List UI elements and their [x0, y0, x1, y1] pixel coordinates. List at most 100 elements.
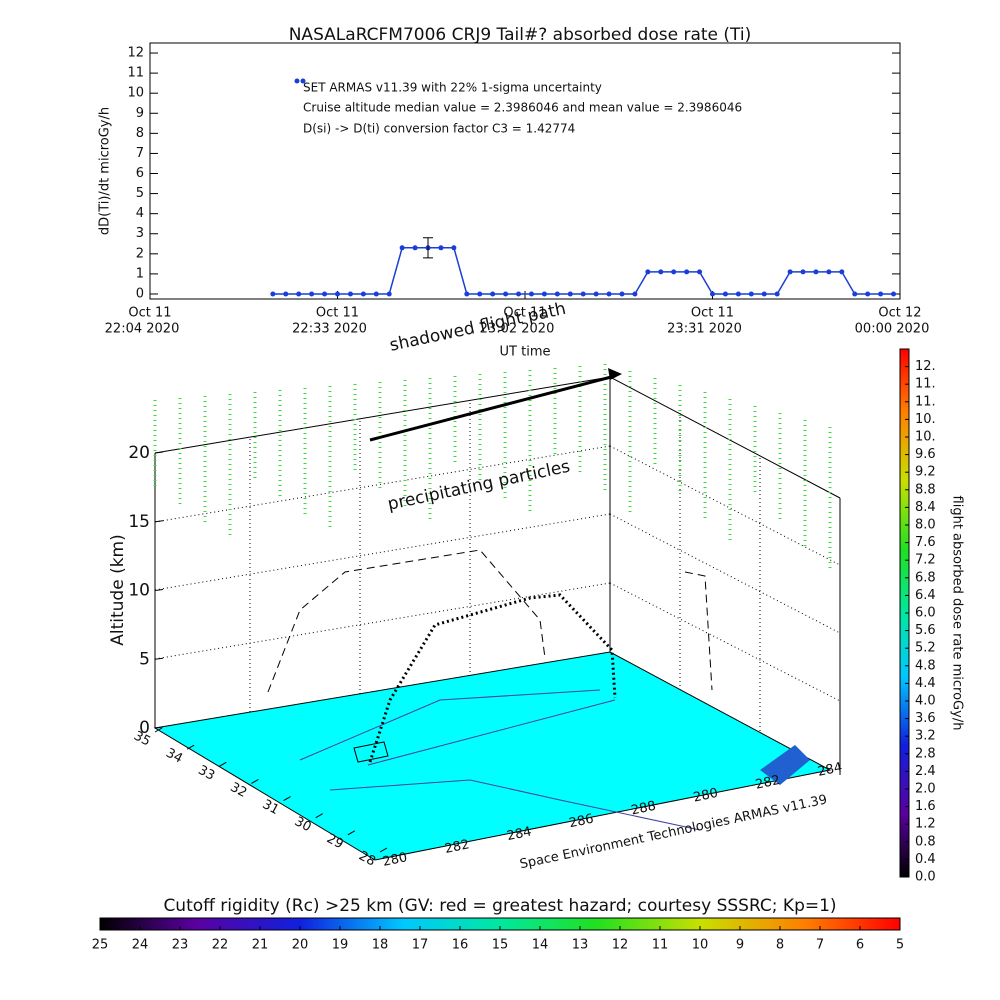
data-point	[826, 269, 832, 275]
legend-label: SET ARMAS v11.39 with 22% 1-sigma uncert…	[303, 81, 602, 95]
shadow-path	[267, 549, 546, 693]
colorbar-tick-label: 16	[452, 938, 469, 953]
coastline	[329, 779, 701, 831]
lon-tick-label: 280	[692, 786, 719, 806]
y-tick-label: 4	[136, 206, 144, 221]
x-axis-label: UT time	[500, 345, 551, 360]
data-point	[774, 291, 780, 297]
y-tick-label: 10	[127, 86, 144, 101]
ground-track	[367, 699, 616, 766]
data-point	[412, 245, 418, 251]
colorbar-tick-label: 20	[292, 938, 309, 953]
flight-path	[368, 593, 617, 763]
lat-tick-label: 31	[260, 797, 282, 818]
data-point	[671, 269, 677, 275]
y-tick-label: 1	[136, 266, 144, 281]
colorbar-tick-label: 24	[132, 938, 149, 953]
colorbar-tick-label: 18	[372, 938, 389, 953]
colorbar-tick-label: 11.	[915, 394, 936, 409]
data-point	[839, 269, 845, 275]
data-point	[541, 291, 547, 297]
data-point	[865, 291, 871, 297]
y-tick-label: 0	[136, 286, 144, 301]
colorbar-tick-label: 0.8	[915, 834, 936, 849]
data-point	[399, 245, 405, 251]
colorbar-tick-label: 21	[252, 938, 269, 953]
lat-tick	[186, 744, 195, 750]
x-tick-label: 23:31 2020	[667, 322, 742, 337]
colorbar-tick-label: 1.2	[915, 817, 936, 832]
x-tick-label: 22:33 2020	[292, 322, 367, 337]
y-tick-label: 7	[136, 146, 144, 161]
colorbar-tick-label: 4.8	[915, 658, 936, 673]
colorbar-tick-label: 10.	[915, 412, 936, 427]
lat-tick	[315, 813, 323, 819]
data-point	[373, 291, 379, 297]
annotation: D(si) -> D(ti) conversion factor C3 = 1.…	[303, 122, 575, 136]
z-tick	[154, 451, 164, 454]
lat-tick	[251, 778, 259, 784]
lat-tick	[379, 847, 388, 853]
data-point	[270, 291, 276, 297]
colorbar-tick-label: 13	[572, 938, 589, 953]
error-bar	[423, 237, 434, 259]
data-point	[580, 291, 586, 297]
z-tick-label: 20	[128, 443, 150, 463]
data-point	[335, 291, 340, 297]
data-point	[787, 269, 793, 275]
y-tick-label: 8	[136, 126, 144, 141]
data-point	[347, 291, 353, 297]
colorbar-tick-label: 2.4	[915, 764, 936, 779]
flight-path-top	[369, 374, 616, 442]
x-tick-label: Oct 11	[316, 306, 359, 321]
data-point	[748, 291, 754, 297]
lat-tick	[154, 727, 163, 733]
chart-title: NASALaRCFM7006 CRJ9 Tail#? absorbed dose…	[289, 25, 752, 45]
data-point	[606, 291, 612, 297]
colorbar-tick-label: 9.6	[915, 447, 936, 462]
z-axis-label: Altitude (km)	[108, 534, 128, 646]
data-point	[477, 291, 483, 297]
data-point	[645, 269, 651, 275]
colorbar-tick-label: 23	[172, 938, 189, 953]
data-point	[322, 291, 328, 297]
colorbar-tick-label: 5	[896, 938, 904, 953]
z-tick-label: 10	[128, 581, 150, 601]
z-tick-label: 5	[139, 649, 150, 669]
data-point	[697, 269, 703, 275]
lon-tick-label: 288	[630, 799, 657, 819]
lat-tick-label: 32	[228, 780, 250, 801]
data-point	[490, 291, 496, 297]
data-point	[658, 269, 664, 275]
data-point	[386, 291, 392, 297]
colorbar-tick-label: 5.2	[915, 641, 936, 656]
colorbar-tick-label: 10.	[915, 430, 936, 445]
colorbar-tick-label: 17	[412, 938, 429, 953]
annotation: precipitating particles	[386, 457, 572, 515]
data-point	[438, 245, 444, 251]
y-tick-label: 12	[127, 46, 144, 61]
3d-scene	[153, 364, 841, 861]
data-point	[296, 291, 302, 297]
colorbar-tick-label: 3.6	[915, 711, 936, 726]
colorbar-tick-label: 6.8	[915, 570, 936, 585]
data-point	[464, 291, 470, 297]
lon-tick-label: 284	[816, 760, 843, 780]
colorbar-tick-label: 12.	[915, 359, 936, 374]
colorbar-tick-label: 2.0	[915, 782, 936, 797]
data-point	[503, 291, 509, 297]
coast-region	[760, 745, 810, 785]
colorbar-title: Cutoff rigidity (Rc) >25 km (GV: red = g…	[163, 896, 836, 916]
data-point	[516, 291, 522, 297]
y-tick-label: 5	[136, 186, 144, 201]
colorbar-tick-label: 0.4	[915, 852, 936, 867]
z-tick-label: 0	[139, 718, 150, 738]
data-point	[852, 291, 858, 297]
y-axis-label: dD(Ti)/dt microGy/h	[98, 107, 113, 235]
lat-tick-label: 30	[292, 814, 314, 835]
data-point	[813, 269, 819, 275]
coastline	[299, 689, 601, 761]
x-tick-label: Oct 11	[128, 306, 171, 321]
data-point	[283, 291, 289, 297]
